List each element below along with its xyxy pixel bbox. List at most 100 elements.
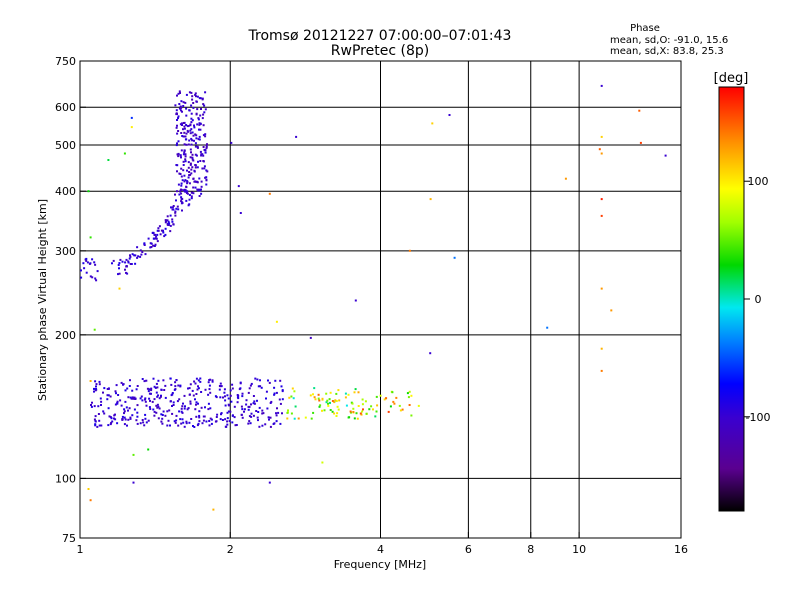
- data-point: [116, 400, 119, 403]
- colorbar-tick-label: -100: [746, 411, 771, 424]
- data-point: [638, 109, 641, 112]
- data-point: [190, 128, 193, 131]
- data-point: [257, 385, 260, 388]
- data-point: [171, 412, 174, 415]
- data-point: [182, 421, 185, 424]
- data-point: [196, 424, 199, 427]
- data-point: [135, 419, 138, 422]
- data-point: [93, 387, 95, 390]
- data-point: [159, 395, 162, 398]
- data-point: [600, 135, 603, 138]
- data-point: [261, 412, 264, 415]
- data-point: [293, 390, 296, 393]
- data-point: [152, 408, 155, 411]
- data-point: [359, 412, 362, 415]
- colorbar-ticks: -100 0 100: [744, 175, 770, 424]
- data-point: [290, 395, 293, 398]
- data-point: [256, 399, 258, 402]
- data-point: [200, 108, 202, 110]
- data-point: [241, 416, 244, 419]
- data-point: [275, 412, 277, 415]
- data-point: [347, 393, 350, 396]
- data-point: [196, 188, 199, 191]
- data-point: [410, 414, 413, 417]
- data-point: [205, 420, 208, 423]
- data-point: [187, 130, 190, 133]
- x-tick-label: 10: [572, 543, 586, 556]
- data-point: [190, 121, 193, 124]
- data-point: [149, 408, 152, 410]
- data-point: [198, 122, 201, 125]
- data-point: [191, 131, 194, 134]
- data-point: [127, 261, 130, 264]
- data-point: [187, 143, 190, 146]
- data-point: [176, 119, 178, 121]
- data-point: [329, 391, 332, 394]
- data-point: [150, 387, 153, 390]
- stats-header: Phase: [630, 23, 660, 34]
- data-point: [265, 390, 268, 393]
- data-point: [125, 406, 128, 409]
- data-point: [270, 400, 273, 403]
- data-point: [152, 377, 155, 380]
- data-point: [184, 135, 187, 138]
- data-point: [121, 415, 124, 418]
- data-point: [323, 409, 326, 412]
- data-point: [129, 263, 132, 265]
- data-point: [224, 399, 227, 402]
- data-point: [260, 386, 263, 389]
- data-point: [129, 417, 132, 420]
- data-point: [99, 397, 102, 400]
- data-point: [204, 108, 207, 111]
- data-point: [193, 380, 196, 383]
- data-point: [600, 214, 603, 217]
- data-point: [254, 377, 257, 380]
- data-point: [352, 407, 355, 410]
- data-point: [119, 258, 122, 261]
- data-point: [161, 417, 164, 420]
- data-point: [113, 414, 116, 417]
- data-point: [98, 419, 101, 422]
- data-point: [273, 393, 276, 396]
- data-point: [129, 396, 132, 399]
- data-point: [131, 389, 134, 392]
- data-point: [204, 388, 207, 391]
- data-point: [185, 114, 188, 117]
- data-point: [123, 423, 126, 426]
- data-point: [93, 405, 96, 408]
- data-point: [399, 409, 402, 412]
- data-point: [155, 237, 158, 240]
- data-point: [226, 411, 229, 414]
- data-point: [177, 152, 180, 155]
- data-point: [385, 397, 388, 400]
- data-point: [98, 424, 101, 427]
- data-point: [163, 235, 166, 238]
- data-point: [195, 134, 198, 137]
- data-point: [401, 408, 404, 411]
- data-point: [164, 227, 167, 230]
- data-point: [114, 390, 117, 393]
- data-point: [168, 222, 171, 225]
- data-point: [190, 117, 193, 120]
- data-point: [196, 145, 199, 148]
- data-point: [218, 388, 221, 391]
- data-point: [196, 123, 199, 126]
- data-point: [194, 142, 197, 145]
- data-point: [365, 412, 368, 415]
- data-point: [182, 105, 185, 107]
- data-point: [148, 388, 151, 391]
- data-point: [175, 164, 178, 166]
- data-point: [292, 397, 295, 400]
- data-point: [331, 410, 334, 413]
- data-point: [125, 271, 127, 274]
- data-point: [188, 182, 191, 185]
- data-point: [129, 254, 131, 257]
- data-point: [610, 309, 613, 312]
- data-point: [664, 154, 667, 157]
- data-point: [337, 389, 340, 392]
- data-point: [203, 167, 206, 170]
- data-point: [197, 422, 200, 425]
- data-point: [194, 166, 197, 169]
- data-point: [275, 420, 278, 423]
- data-point: [170, 206, 172, 209]
